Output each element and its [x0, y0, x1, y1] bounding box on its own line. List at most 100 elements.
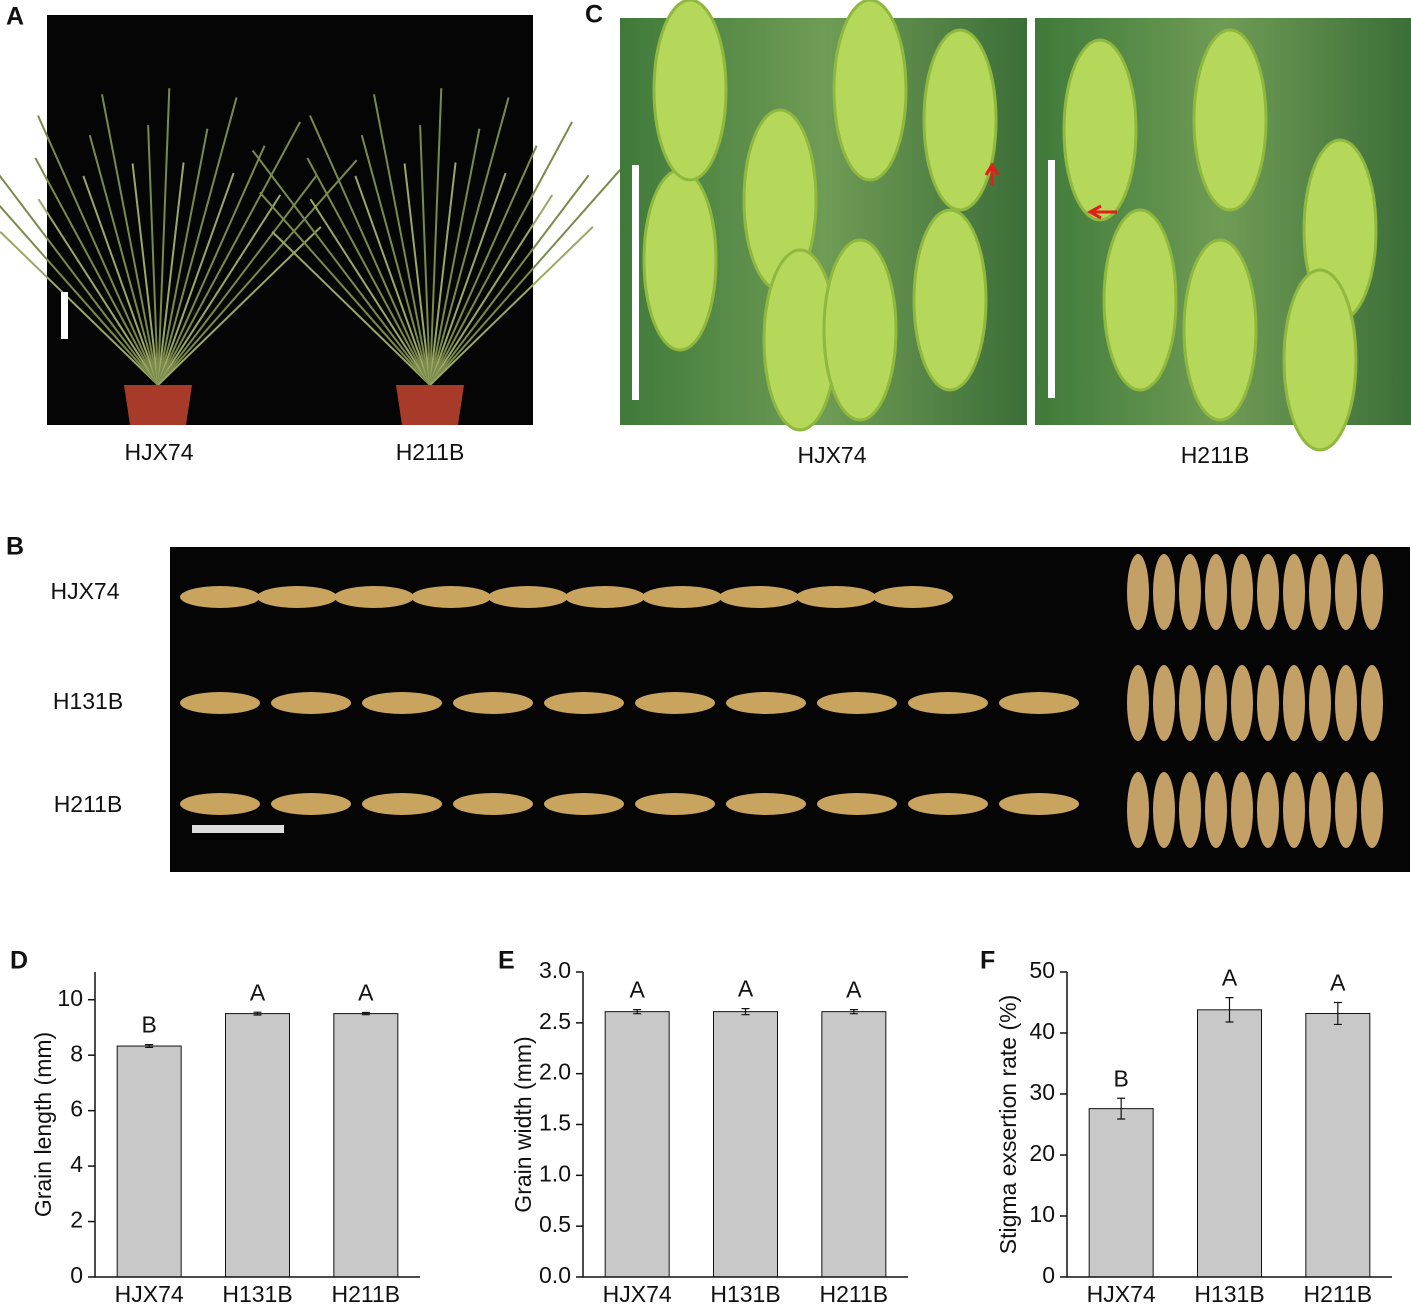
photo-label: HJX74 — [124, 439, 193, 465]
spikelet — [822, 238, 898, 422]
spikelet — [652, 0, 728, 182]
y-tick-label: 1.5 — [539, 1110, 571, 1136]
error-bar — [361, 1011, 370, 1016]
pot — [396, 385, 464, 425]
y-tick-label: 0.5 — [539, 1211, 571, 1237]
leaf — [403, 163, 431, 386]
leaf — [360, 134, 431, 386]
significance-letter: B — [141, 1012, 156, 1038]
leaf — [147, 125, 159, 386]
bar — [1088, 1108, 1154, 1278]
leaf — [0, 204, 159, 386]
grain — [1335, 665, 1357, 741]
error-bar — [1117, 1097, 1126, 1120]
leaf — [429, 88, 443, 386]
leaf — [251, 149, 431, 386]
grain — [453, 692, 533, 714]
leaf — [429, 159, 630, 386]
grain — [1361, 665, 1383, 741]
grain — [1309, 665, 1331, 741]
panel-letter: A — [6, 3, 24, 31]
photo-label: H211B — [396, 439, 465, 465]
grain — [1127, 772, 1149, 848]
bar — [1197, 1009, 1262, 1278]
grain — [1127, 554, 1149, 630]
panel-letter: E — [498, 947, 515, 975]
grain — [817, 793, 897, 815]
spikelet — [1282, 268, 1358, 452]
grain — [1257, 554, 1279, 630]
grain — [1127, 665, 1149, 741]
spikelet — [1062, 38, 1138, 222]
grain — [180, 793, 260, 815]
panel-letter: F — [980, 947, 995, 975]
leaf — [157, 174, 318, 386]
grain — [1179, 665, 1201, 741]
significance-letter: A — [738, 976, 754, 1002]
grain — [1205, 665, 1227, 741]
leaf — [429, 128, 481, 386]
x-tick-label: HJX74 — [115, 1281, 184, 1306]
leaf — [0, 174, 159, 386]
grain — [635, 692, 715, 714]
scale-bar — [192, 825, 284, 833]
photo-a — [47, 15, 533, 425]
y-tick-label: 3.0 — [539, 957, 571, 983]
y-axis-label: Stigma exsertion rate (%) — [995, 995, 1021, 1254]
y-tick-label: 40 — [1029, 1018, 1055, 1044]
grain — [1257, 665, 1279, 741]
grain — [796, 586, 876, 608]
leaf — [0, 231, 159, 386]
grain — [1335, 772, 1357, 848]
bar — [333, 1013, 399, 1278]
leaf — [34, 157, 159, 386]
grain — [908, 793, 988, 815]
x-tick-label: HJX74 — [1087, 1281, 1156, 1306]
y-tick-label: 1.0 — [539, 1160, 571, 1186]
spikelet — [832, 0, 908, 182]
grains — [180, 554, 1383, 848]
grain — [1153, 772, 1175, 848]
grain — [1283, 665, 1305, 741]
error-bar — [1333, 1001, 1342, 1026]
leaf — [429, 145, 538, 386]
grain — [1231, 772, 1253, 848]
leaf — [37, 198, 159, 386]
leaf — [157, 162, 185, 386]
grain — [1179, 554, 1201, 630]
scale-bar — [61, 292, 68, 339]
leaf — [419, 125, 431, 386]
error-bar — [253, 1011, 262, 1016]
y-tick-label: 2.5 — [539, 1008, 571, 1034]
scale-bar — [1048, 160, 1055, 398]
y-tick-label: 4 — [70, 1151, 83, 1177]
row-label: H211B — [54, 791, 123, 817]
significance-letter: A — [250, 979, 266, 1005]
panel-letter: D — [10, 947, 28, 975]
arrow — [1086, 204, 1117, 220]
grain — [1283, 772, 1305, 848]
spikelet — [1182, 238, 1258, 422]
leaf — [157, 172, 235, 386]
y-tick-label: 20 — [1029, 1140, 1055, 1166]
leaf — [372, 94, 431, 386]
grain — [719, 586, 799, 608]
leaf — [429, 174, 590, 386]
x-tick-label: H131B — [710, 1281, 780, 1306]
leaf — [429, 97, 510, 386]
y-tick-label: 0 — [1042, 1262, 1055, 1288]
spikelets — [642, 0, 1378, 452]
bar — [1305, 1012, 1371, 1278]
plants — [0, 88, 630, 425]
grain — [1309, 772, 1331, 848]
row-label: HJX74 — [50, 578, 119, 604]
leaf — [157, 97, 238, 386]
panel-letter: B — [6, 533, 24, 561]
grain — [726, 692, 806, 714]
leaf — [157, 145, 266, 386]
scale-bar — [632, 165, 639, 400]
leaf — [157, 121, 301, 386]
grain — [271, 793, 351, 815]
spikelet — [912, 208, 988, 392]
